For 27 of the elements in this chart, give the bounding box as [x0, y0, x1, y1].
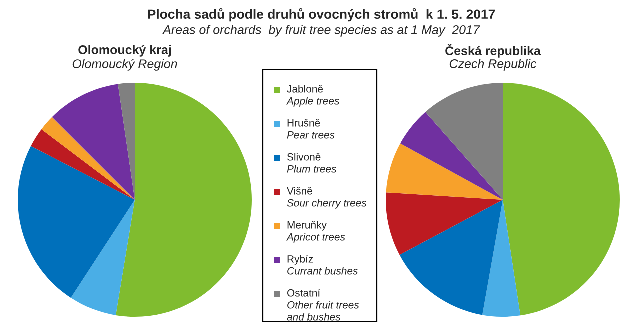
legend-label: Jabloně Apple trees — [286, 85, 340, 107]
pie-slice — [386, 192, 503, 256]
chart-title: Olomoucký kraj — [78, 45, 172, 57]
pie-slice — [386, 144, 503, 200]
pie-slice — [52, 84, 135, 200]
legend-label: Rybíz Currant bushes — [288, 255, 358, 275]
legend-label: Slivoně Plum trees — [287, 153, 337, 173]
pie-slice — [426, 83, 503, 200]
pie-slice — [71, 200, 135, 316]
legend-label: Meruňky Apricot trees — [286, 221, 346, 243]
chart-subtitle: Czech Republic — [450, 59, 537, 71]
pie-slice — [482, 200, 521, 317]
pie-slice — [400, 112, 503, 200]
text: Plocha sadů podle druhů ovocných stromů k 1. 5. 2017 — [148, 8, 496, 22]
pie-slice — [503, 83, 620, 316]
pie-slice — [116, 83, 252, 317]
pie-slice — [42, 117, 135, 200]
text: Areas of orchards by fruit tree species as at 1 May 2017 — [162, 25, 480, 37]
legend-label: Hrušně Pear trees — [287, 119, 335, 139]
pie-slice — [400, 200, 503, 316]
pie-slice — [31, 129, 135, 200]
chart-title: Česká republika — [446, 44, 542, 58]
pie-slice — [18, 146, 135, 298]
legend-label: Ostatní Other fruit trees and bushes — [287, 289, 360, 321]
pie-slice — [118, 83, 135, 200]
legend-label: Višně Sour cherry trees — [287, 187, 367, 209]
chart-subtitle: Olomoucký Region — [72, 59, 178, 71]
